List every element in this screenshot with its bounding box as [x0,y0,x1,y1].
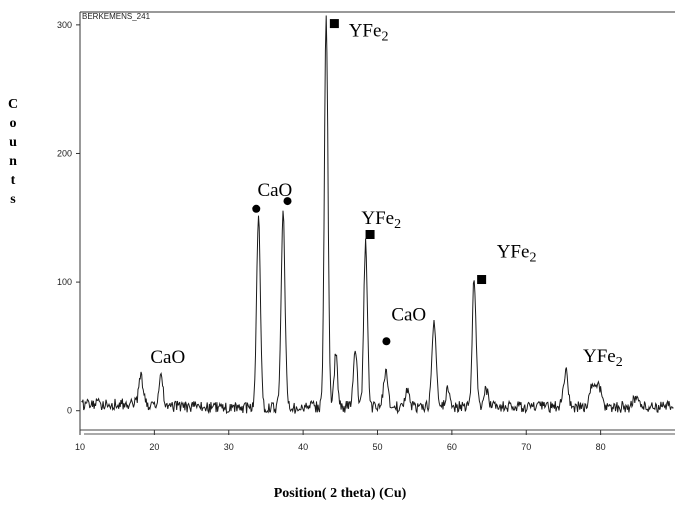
peak-label: YFe2 [361,208,401,232]
peak-label: YFe2 [583,346,623,370]
peak-annotations: CaO CaO YFe2 YFe2 CaO YFe2 YFe2 [150,19,623,370]
y-axis-title-char: n [9,154,17,169]
y-tick-label: 300 [57,20,72,30]
x-tick-label: 70 [521,442,531,452]
cao-marker [283,197,292,206]
y-axis-title-char: s [10,192,16,207]
yfe2-marker [477,275,487,285]
diffraction-trace [81,15,674,415]
x-tick-label: 30 [224,442,234,452]
x-tick-label: 50 [372,442,382,452]
peak-label: CaO [257,180,292,201]
x-tick-label: 40 [298,442,308,452]
axis-ticks: 10 20 30 40 50 60 70 80 0 100 200 300 [57,20,606,452]
cao-marker [382,337,391,346]
yfe2-marker [365,230,375,240]
diffraction-line [81,15,674,415]
peak-label: YFe2 [349,20,389,44]
sample-label: BERKEMENS_241 [82,12,151,21]
x-tick-label: 80 [596,442,606,452]
cao-marker [252,204,261,213]
y-tick-label: 100 [57,277,72,287]
x-axis-title: Position( 2 theta) (Cu) [274,486,407,501]
x-tick-label: 10 [75,442,85,452]
peak-label: CaO [150,347,185,368]
peak-label: YFe2 [497,242,537,266]
x-tick-label: 60 [447,442,457,452]
y-axis-title-char: C [8,97,18,112]
y-tick-label: 0 [67,406,72,416]
peak-label: CaO [391,305,426,326]
y-axis-title-char: t [11,173,16,188]
x-tick-label: 20 [149,442,159,452]
y-tick-label: 200 [57,148,72,158]
y-axis-title-char: o [10,116,17,131]
yfe2-marker [329,19,339,29]
y-axis-title-char: u [9,135,17,150]
